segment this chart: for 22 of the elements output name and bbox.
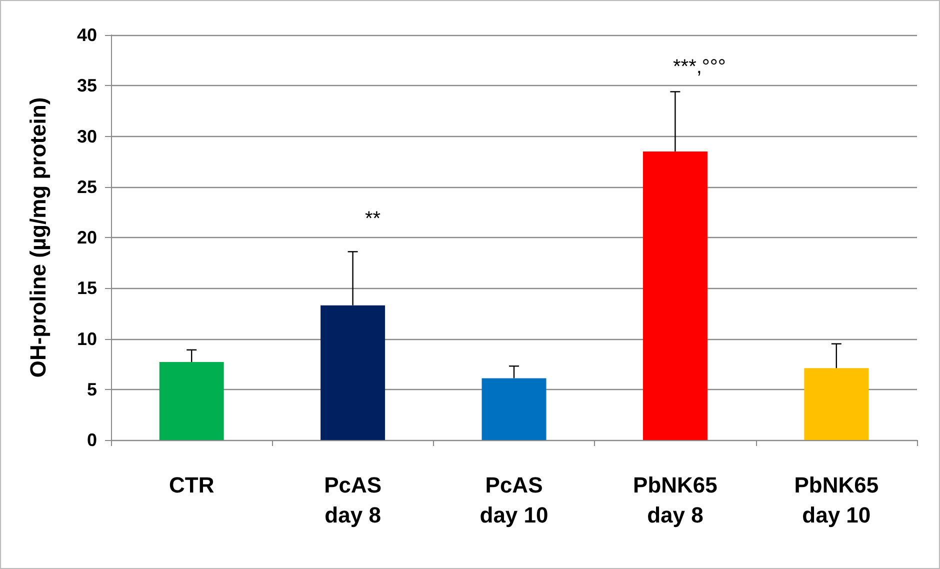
y-tick-label: 15 bbox=[76, 278, 97, 298]
y-tick-label: 30 bbox=[76, 126, 97, 146]
x-tick-label: PcAS day 10 bbox=[480, 472, 548, 528]
bar bbox=[642, 151, 708, 440]
x-tick-label: PcAS day 8 bbox=[324, 472, 382, 528]
y-tick-label: 25 bbox=[76, 176, 97, 197]
x-tick-label: PbNK65 day 10 bbox=[794, 472, 879, 528]
y-axis-title: OH-proline (µg/mg protein) bbox=[26, 97, 50, 378]
y-tick-label: 0 bbox=[86, 430, 97, 450]
annotation: ** bbox=[365, 208, 381, 230]
y-tick-label: 5 bbox=[86, 379, 97, 400]
x-tick-label: PbNK65 day 8 bbox=[633, 472, 718, 528]
bar bbox=[804, 368, 869, 440]
y-tick-label: 20 bbox=[76, 228, 97, 248]
y-tick-label: 35 bbox=[76, 76, 97, 96]
annotation: ***,°°° bbox=[673, 56, 726, 78]
bar bbox=[482, 378, 546, 440]
bar bbox=[159, 362, 224, 440]
bar bbox=[320, 305, 386, 440]
y-tick-label: 10 bbox=[76, 328, 97, 349]
y-tick-label: 40 bbox=[76, 25, 97, 45]
x-tick-label: CTR bbox=[168, 472, 214, 498]
